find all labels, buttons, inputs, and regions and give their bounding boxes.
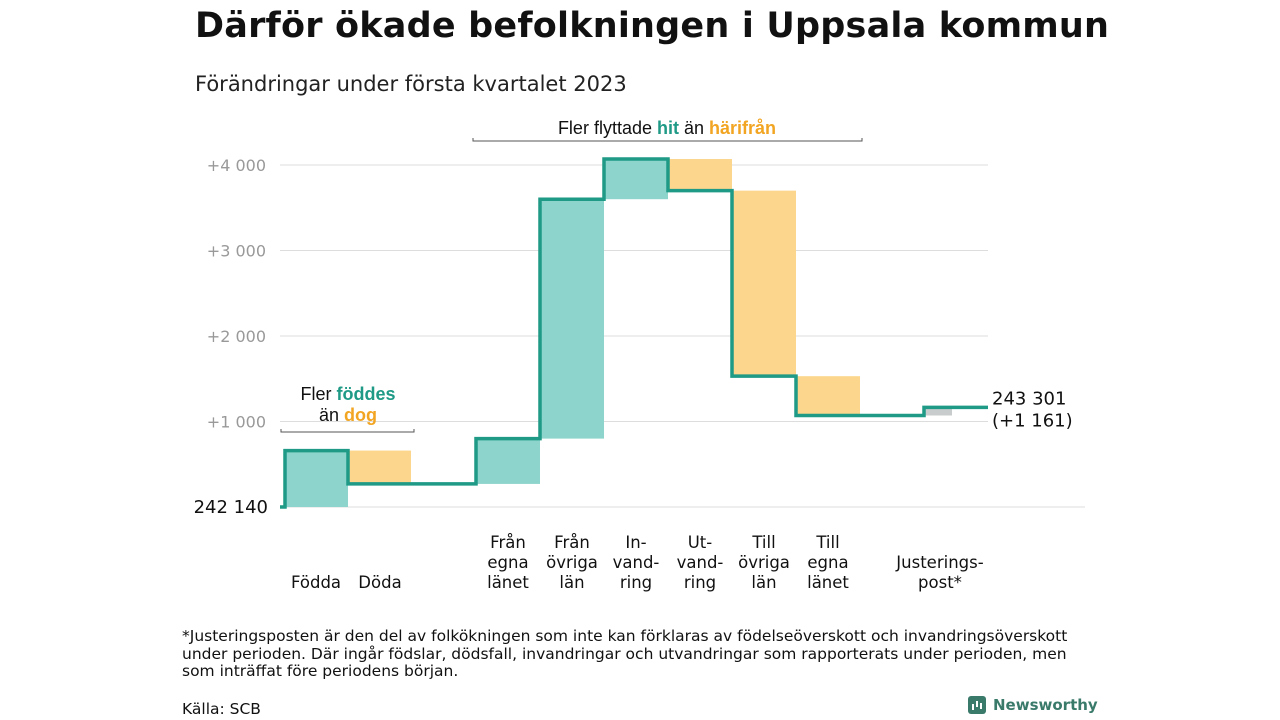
chart-title: Därför ökade befolkningen i Uppsala komm… bbox=[195, 6, 1110, 46]
category-label-invandring: In- bbox=[625, 533, 646, 552]
category-label-invandring: ring bbox=[620, 573, 652, 592]
y-tick-label: +2 000 bbox=[207, 327, 266, 346]
births-bracket bbox=[280, 429, 415, 433]
brand-name: Newsworthy bbox=[993, 696, 1098, 714]
category-label-till-ovriga-lan: län bbox=[751, 573, 776, 592]
category-label-till-egna-lanet: Till bbox=[815, 533, 839, 552]
end-value-label: 243 301 bbox=[992, 388, 1066, 409]
category-label-fran-egna-lanet: egna bbox=[487, 553, 528, 572]
category-label-fran-ovriga-lan: Från bbox=[554, 533, 590, 552]
newsworthy-logo-icon bbox=[968, 696, 986, 714]
start-value-label: 242 140 bbox=[194, 497, 268, 518]
waterfall-bar bbox=[348, 450, 411, 484]
footnote: *Justeringsposten är den del av folkökni… bbox=[182, 627, 1068, 680]
category-label-doda: Döda bbox=[358, 573, 401, 592]
migration-bracket bbox=[472, 138, 863, 142]
category-label-till-egna-lanet: egna bbox=[807, 553, 848, 572]
waterfall-bar bbox=[732, 190, 796, 377]
category-label-justeringspost: Justerings- bbox=[895, 553, 983, 572]
births-annotation-line1: Fler föddes bbox=[300, 384, 395, 404]
waterfall-bar bbox=[796, 376, 860, 416]
y-tick-label: +3 000 bbox=[207, 242, 266, 261]
category-label-fran-egna-lanet: Från bbox=[490, 533, 526, 552]
category-label-justeringspost: post* bbox=[918, 573, 962, 592]
category-label-utvandring: ring bbox=[684, 573, 716, 592]
category-label-fran-ovriga-lan: övriga bbox=[546, 553, 598, 572]
migration-annotation: Fler flyttade hit än härifrån bbox=[558, 118, 776, 138]
waterfall-bar bbox=[924, 407, 952, 416]
category-label-fodda: Födda bbox=[291, 573, 341, 592]
waterfall-chart: +1 000 +2 000 +3 000 +4 000 242 140 243 301(+… bbox=[194, 118, 1085, 592]
end-change-label: (+1 161) bbox=[992, 410, 1073, 431]
category-label-till-ovriga-lan: övriga bbox=[738, 553, 790, 572]
waterfall-bar bbox=[668, 159, 732, 191]
category-label-utvandring: vand- bbox=[677, 553, 724, 572]
chart-subtitle: Förändringar under första kvartalet 2023 bbox=[195, 72, 627, 96]
source-label: Källa: SCB bbox=[182, 700, 261, 718]
waterfall-bar bbox=[285, 450, 348, 507]
category-label-fran-ovriga-lan: län bbox=[559, 573, 584, 592]
category-label-utvandring: Ut- bbox=[688, 533, 713, 552]
waterfall-bar bbox=[476, 438, 540, 484]
waterfall-bar bbox=[540, 199, 604, 439]
births-annotation-line2: än dog bbox=[319, 405, 377, 425]
category-label-invandring: vand- bbox=[613, 553, 660, 572]
waterfall-step-line bbox=[280, 157, 988, 509]
y-tick-label: +1 000 bbox=[207, 413, 266, 432]
category-label-till-ovriga-lan: Till bbox=[751, 533, 775, 552]
category-label-fran-egna-lanet: länet bbox=[487, 573, 529, 592]
category-label-till-egna-lanet: länet bbox=[807, 573, 849, 592]
waterfall-bar bbox=[604, 159, 668, 200]
brand-logo: Newsworthy bbox=[968, 696, 1098, 714]
y-tick-label: +4 000 bbox=[207, 156, 266, 175]
